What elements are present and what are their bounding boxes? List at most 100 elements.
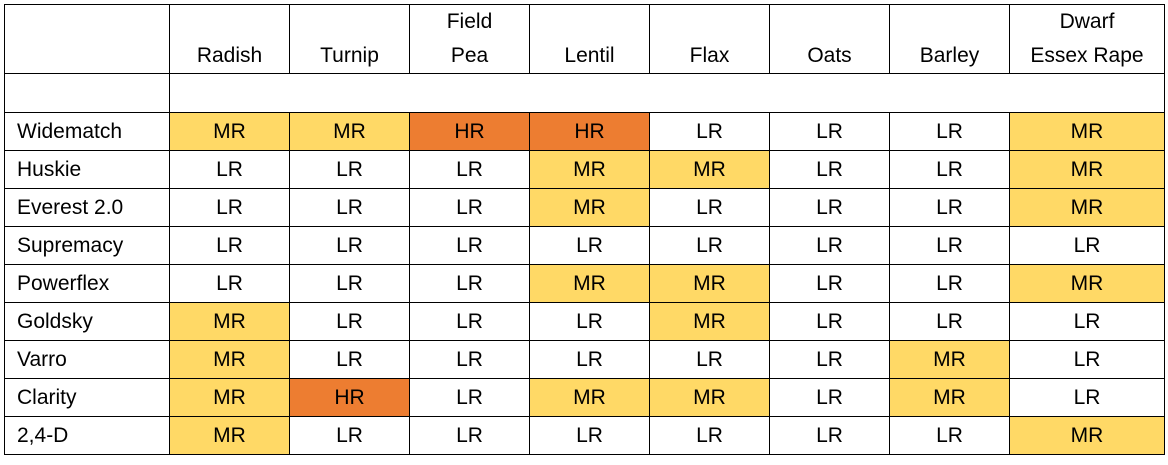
rating-cell: LR [529, 226, 650, 265]
rating-cell: MR [1009, 150, 1165, 189]
rating-cell: MR [529, 150, 650, 189]
rating-cell: LR [649, 188, 770, 227]
herbicide-crop-tolerance-table: Radish Turnip Field Pea Lentil Flax Oats Barley… [4, 4, 1165, 455]
rating-cell: MR [1009, 264, 1165, 303]
rating-cell: LR [649, 340, 770, 379]
rating-cell: MR [889, 340, 1010, 379]
column-header: Dwarf Essex Rape [1009, 4, 1165, 74]
corner-cell [4, 4, 170, 74]
row-label: Huskie [4, 150, 170, 189]
rating-cell: LR [769, 416, 890, 455]
row-label: Varro [4, 340, 170, 379]
rating-cell: LR [769, 340, 890, 379]
rating-cell: LR [289, 188, 410, 227]
rating-cell: LR [769, 188, 890, 227]
table-row: Widematch MR MR HR HR LR LR LR MR [4, 112, 1165, 151]
rating-cell: MR [649, 264, 770, 303]
row-label: Supremacy [4, 226, 170, 265]
rating-cell: MR [169, 378, 290, 417]
rating-cell: LR [289, 340, 410, 379]
rating-cell: LR [769, 150, 890, 189]
column-header: Flax [649, 4, 770, 74]
spacer-label-cell [4, 73, 170, 113]
rating-cell: MR [529, 264, 650, 303]
spacer-merged-cell [169, 73, 1165, 113]
rating-cell: MR [649, 378, 770, 417]
rating-cell: LR [889, 226, 1010, 265]
spacer-row [4, 73, 1165, 113]
rating-cell: LR [409, 302, 530, 341]
rating-cell: LR [409, 378, 530, 417]
table-row: Clarity MR HR LR MR MR LR MR LR [4, 378, 1165, 417]
row-label: Powerflex [4, 264, 170, 303]
header-row: Radish Turnip Field Pea Lentil Flax Oats Barley… [4, 4, 1165, 74]
rating-cell: HR [529, 112, 650, 151]
column-header: Oats [769, 4, 890, 74]
table-row: Goldsky MR LR LR LR MR LR LR LR [4, 302, 1165, 341]
table-row: Everest 2.0 LR LR LR MR LR LR LR MR [4, 188, 1165, 227]
rating-cell: LR [1009, 302, 1165, 341]
rating-cell: LR [529, 416, 650, 455]
rating-cell: MR [169, 302, 290, 341]
row-label: Widematch [4, 112, 170, 151]
rating-cell: LR [289, 416, 410, 455]
rating-cell: LR [289, 264, 410, 303]
rating-cell: MR [169, 416, 290, 455]
rating-cell: MR [889, 378, 1010, 417]
rating-cell: MR [169, 340, 290, 379]
rating-cell: LR [409, 226, 530, 265]
table-row: Powerflex LR LR LR MR MR LR LR MR [4, 264, 1165, 303]
column-header: Radish [169, 4, 290, 74]
rating-cell: LR [889, 264, 1010, 303]
column-header: Field Pea [409, 4, 530, 74]
rating-cell: LR [409, 340, 530, 379]
table-row: 2,4-D MR LR LR LR LR LR LR MR [4, 416, 1165, 455]
rating-cell: LR [649, 226, 770, 265]
rating-cell: LR [889, 188, 1010, 227]
rating-cell: MR [1009, 188, 1165, 227]
rating-cell: LR [1009, 226, 1165, 265]
table-row: Supremacy LR LR LR LR LR LR LR LR [4, 226, 1165, 265]
rating-cell: LR [529, 340, 650, 379]
column-header: Barley [889, 4, 1010, 74]
rating-cell: LR [889, 112, 1010, 151]
rating-cell: LR [1009, 378, 1165, 417]
rating-cell: LR [169, 226, 290, 265]
rating-cell: LR [169, 150, 290, 189]
rating-cell: LR [889, 416, 1010, 455]
row-label: Goldsky [4, 302, 170, 341]
rating-cell: LR [649, 112, 770, 151]
table-row: Varro MR LR LR LR LR LR MR LR [4, 340, 1165, 379]
rating-cell: LR [769, 264, 890, 303]
rating-cell: MR [529, 188, 650, 227]
rating-cell: LR [529, 302, 650, 341]
rating-cell: MR [289, 112, 410, 151]
rating-cell: LR [889, 150, 1010, 189]
row-label: 2,4-D [4, 416, 170, 455]
rating-cell: MR [169, 112, 290, 151]
rating-cell: LR [289, 302, 410, 341]
rating-cell: LR [409, 416, 530, 455]
rating-cell: MR [1009, 416, 1165, 455]
rating-cell: MR [649, 302, 770, 341]
column-header: Lentil [529, 4, 650, 74]
rating-cell: LR [1009, 340, 1165, 379]
row-label: Everest 2.0 [4, 188, 170, 227]
rating-cell: LR [169, 264, 290, 303]
table-row: Huskie LR LR LR MR MR LR LR MR [4, 150, 1165, 189]
rating-cell: HR [409, 112, 530, 151]
rating-cell: LR [289, 226, 410, 265]
rating-cell: HR [289, 378, 410, 417]
rating-cell: LR [889, 302, 1010, 341]
rating-cell: LR [409, 150, 530, 189]
rating-cell: MR [649, 150, 770, 189]
rating-cell: LR [769, 226, 890, 265]
rating-cell: LR [409, 188, 530, 227]
rating-cell: MR [1009, 112, 1165, 151]
rating-cell: LR [649, 416, 770, 455]
rating-cell: LR [289, 150, 410, 189]
rating-cell: LR [169, 188, 290, 227]
rating-cell: MR [529, 378, 650, 417]
row-label: Clarity [4, 378, 170, 417]
rating-cell: LR [769, 302, 890, 341]
